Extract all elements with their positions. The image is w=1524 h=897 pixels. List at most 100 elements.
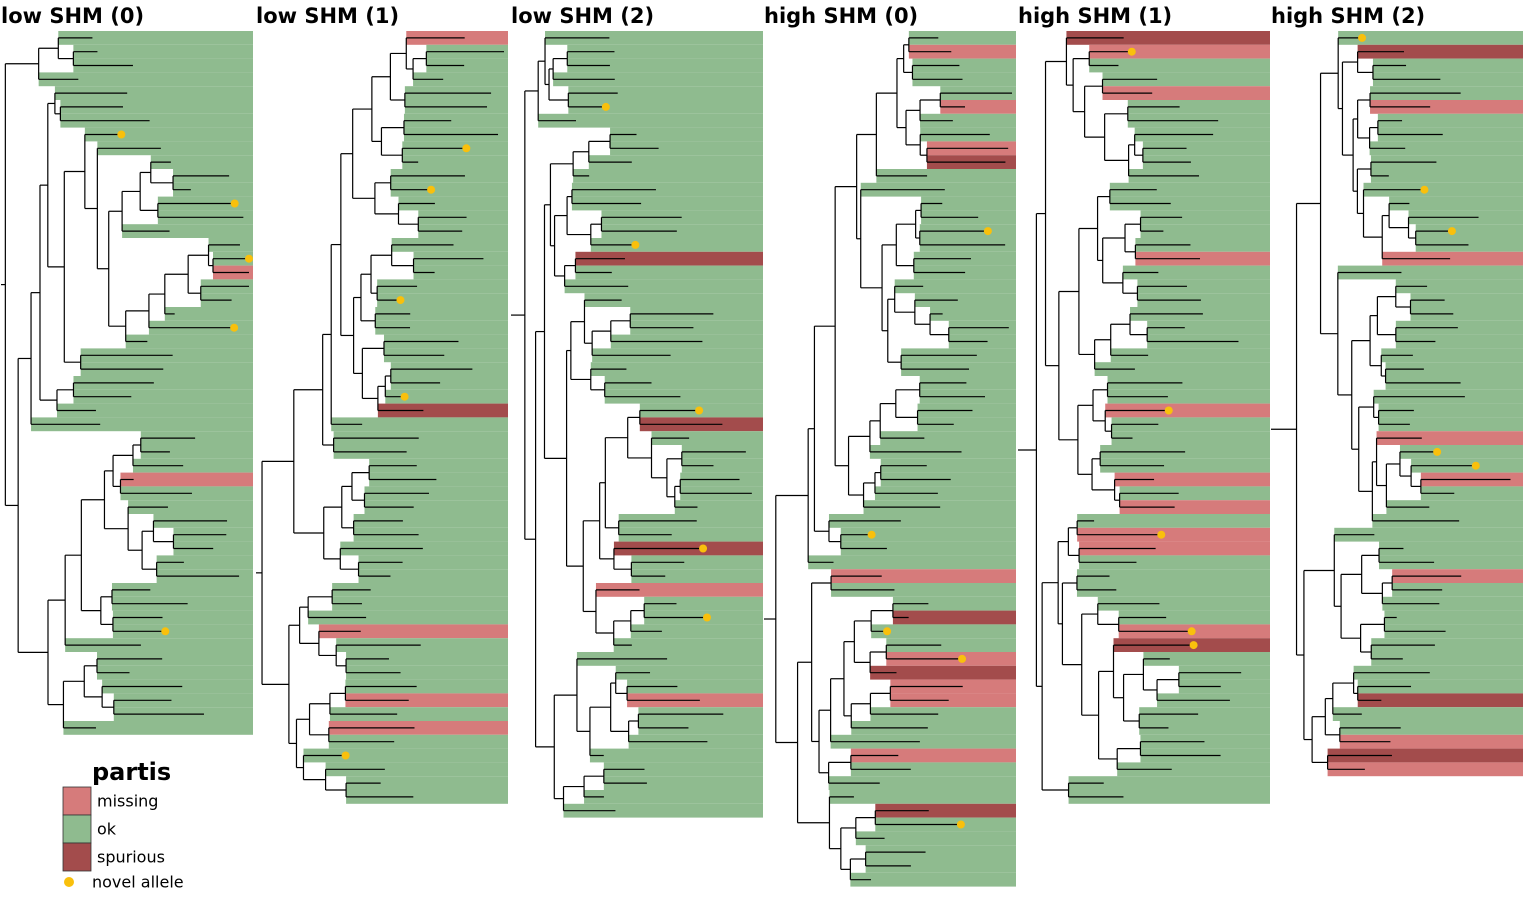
leaf-band: [113, 693, 253, 708]
legend: partis missing ok spurious novel allele: [62, 758, 184, 892]
novel-allele-dot: [462, 144, 471, 153]
leaf-band: [340, 541, 508, 556]
leaf-band: [1395, 320, 1523, 335]
leaf-band: [908, 31, 1016, 45]
leaf-band: [545, 31, 763, 45]
leaf-band: [333, 431, 508, 445]
panel-title: high SHM (0): [764, 4, 918, 28]
leaf-band: [1122, 265, 1270, 280]
leaf-band: [1105, 403, 1270, 418]
leaf-band: [855, 831, 1016, 846]
leaf-band: [375, 320, 508, 335]
leaf-band: [1377, 113, 1523, 128]
leaf-band: [1077, 514, 1270, 528]
leaf-band: [54, 86, 253, 100]
leaf-band: [631, 555, 763, 570]
leaf-band: [60, 113, 254, 128]
leaf-band: [1102, 72, 1270, 87]
leaf-band: [140, 445, 253, 459]
leaf-band: [1381, 348, 1523, 363]
leaf-band: [631, 569, 763, 583]
leaf-band: [851, 721, 1016, 735]
novel-allele-dot: [1358, 33, 1367, 42]
leaf-band: [346, 665, 508, 680]
leaf-band: [601, 224, 763, 238]
panel-title: high SHM (2): [1271, 4, 1425, 28]
leaf-band: [1142, 155, 1270, 169]
leaf-band: [385, 389, 508, 404]
leaf-band: [615, 665, 763, 680]
novel-allele-dot: [631, 240, 640, 249]
leaf-band: [1410, 307, 1523, 321]
leaf-band: [1114, 472, 1270, 487]
leaf-band: [353, 514, 508, 528]
leaf-band: [38, 72, 253, 87]
leaf-band: [1109, 182, 1270, 197]
leaf-band: [1384, 624, 1523, 639]
leaf-band: [1094, 362, 1270, 376]
leaf-band: [1415, 238, 1523, 252]
leaf-band: [1386, 500, 1523, 514]
novel-allele-dot: [958, 654, 967, 663]
leaf-band: [831, 569, 1016, 583]
leaf-band: [112, 624, 253, 639]
leaf-band: [595, 583, 763, 597]
trees: [1, 37, 1511, 881]
novel-allele-dot: [1157, 530, 1166, 539]
leaf-band: [346, 776, 508, 790]
leaf-band: [601, 210, 763, 225]
leaf-band: [1371, 638, 1523, 652]
leaf-band: [96, 665, 254, 680]
leaf-band: [1143, 652, 1270, 666]
novel-allele-dot: [699, 544, 708, 553]
leaf-band: [588, 155, 763, 169]
leaf-band: [1327, 762, 1523, 777]
leaf-band: [413, 72, 508, 87]
leaf-band: [364, 486, 508, 501]
legend-label: novel allele: [92, 873, 184, 892]
leaf-band: [1178, 679, 1270, 694]
legend-label: missing: [97, 792, 158, 811]
leaf-band: [1139, 721, 1270, 735]
leaf-band: [377, 403, 508, 418]
leaf-band: [345, 693, 508, 708]
leaf-band: [850, 748, 1016, 763]
leaf-band: [871, 624, 1016, 639]
leaf-band: [912, 72, 1016, 87]
leaf-band: [1378, 417, 1523, 432]
novel-allele-dot: [341, 751, 350, 760]
leaf-band: [553, 72, 763, 87]
leaf-band: [60, 100, 254, 114]
leaf-band: [1337, 265, 1523, 280]
leaf-band: [377, 279, 508, 294]
panel-title: high SHM (1): [1018, 4, 1172, 28]
leaf-band: [325, 762, 508, 777]
leaf-band: [1137, 293, 1270, 307]
leaf-band: [603, 776, 763, 790]
leaf-band: [1357, 693, 1523, 708]
leaf-band: [610, 127, 763, 142]
leaf-band: [1339, 734, 1523, 749]
novel-allele-dot: [1433, 447, 1442, 456]
leaf-band: [358, 555, 508, 570]
novel-allele-dot: [400, 392, 409, 401]
leaf-band: [418, 224, 508, 238]
leaf-band: [880, 458, 1016, 473]
leaf-band: [630, 624, 763, 639]
leaf-band: [644, 596, 763, 611]
novel-allele-dot: [230, 199, 239, 208]
legend-swatch: [62, 814, 92, 844]
panel-title: low SHM (1): [256, 4, 399, 28]
panel-title: low SHM (2): [511, 4, 654, 28]
leaf-band: [830, 734, 1016, 749]
leaf-band: [1382, 251, 1523, 266]
leaf-band: [73, 44, 253, 59]
leaf-band: [584, 293, 763, 307]
leaf-band: [1119, 500, 1270, 514]
leaf-band: [930, 307, 1016, 321]
leaf-band: [58, 31, 254, 45]
leaf-band: [571, 196, 763, 211]
leaf-band: [1135, 251, 1270, 266]
dots: [117, 33, 1480, 829]
